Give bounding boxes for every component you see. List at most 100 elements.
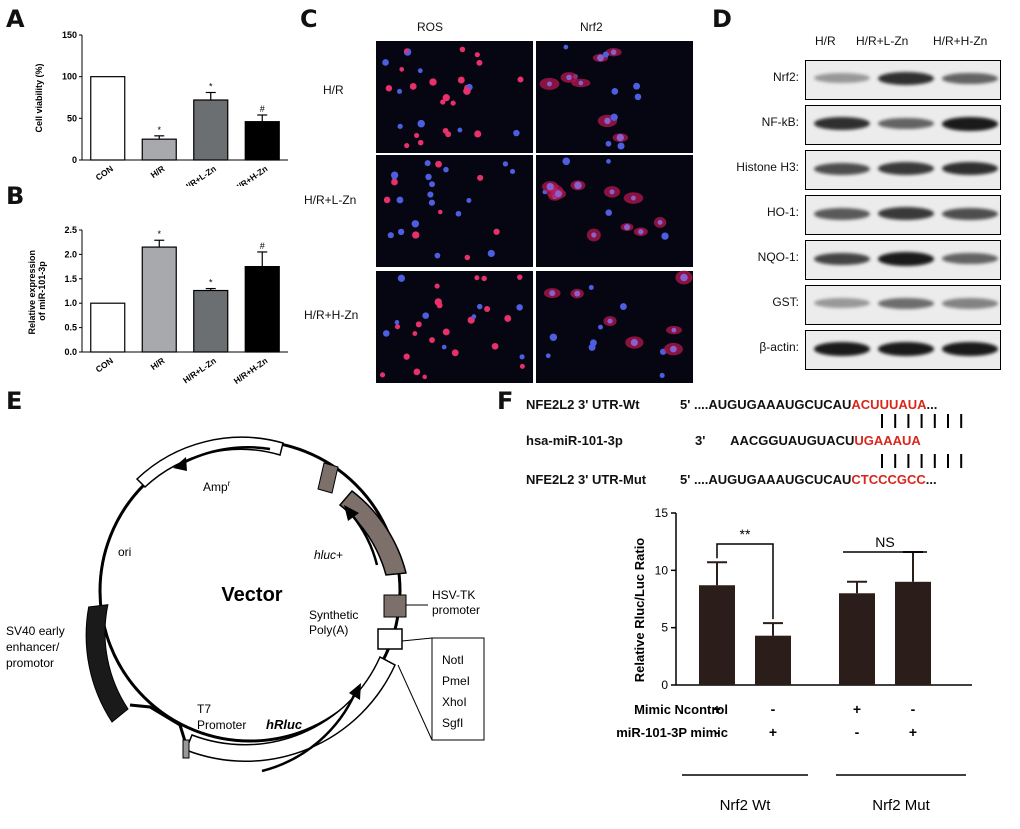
cell-nucleus: [422, 374, 427, 380]
cell-nucleus: [604, 117, 611, 125]
sv40-label-3: promotor: [6, 656, 54, 670]
cell-nucleus: [610, 49, 617, 55]
cell-nucleus: [450, 100, 456, 106]
panel-c-col-ros: ROS: [417, 20, 444, 34]
hrluc-segment: [185, 655, 396, 762]
cell-nucleus: [607, 318, 613, 324]
chart-b-ytick-label: 2.5: [64, 225, 77, 235]
blot-band: [878, 72, 934, 86]
cell-nucleus: [394, 324, 401, 330]
cell-nucleus: [429, 337, 435, 343]
cell-nucleus: [390, 171, 399, 179]
blot-col-hr-hzn: H/R+H-Zn: [933, 34, 988, 48]
chart-a-bar: [90, 76, 126, 161]
cell-nucleus: [630, 195, 636, 201]
cell-nucleus: [554, 190, 562, 198]
chart-b-category-label: H/R+H-Zn: [232, 355, 270, 386]
cell-nucleus: [459, 46, 466, 53]
cell-nucleus: [659, 372, 665, 378]
blot-band: [878, 117, 934, 130]
cell-nucleus: [611, 88, 619, 95]
cell-nucleus: [399, 67, 405, 72]
cell-nucleus: [417, 139, 424, 146]
blot-label: NF-kB:: [761, 115, 799, 129]
sv40-segment: [85, 604, 129, 723]
t7-promoter-label: Promoter: [197, 718, 246, 732]
chart-a-category-label: H/R: [149, 163, 167, 180]
chart-f-bar: [895, 581, 931, 685]
cell-nucleus: [425, 173, 432, 181]
blot-band: [878, 252, 934, 266]
synthetic-label: Synthetic: [309, 608, 358, 622]
panel-c-row-hr-hzn: H/R+H-Zn: [304, 308, 359, 322]
chart-b-ylabel: Relative expression of miR-101-3p: [27, 247, 47, 334]
blot-band: [942, 72, 998, 85]
cell-nucleus: [397, 228, 405, 236]
chart-b-category-label: H/R: [149, 355, 167, 372]
cell-nucleus: [428, 199, 436, 206]
cell-nucleus: [481, 275, 487, 282]
cell-nucleus: [411, 220, 420, 228]
cell-nucleus: [397, 123, 403, 129]
blot-col-hr-lzn: H/R+L-Zn: [856, 34, 909, 48]
cell-nucleus: [429, 181, 436, 188]
chart-f-bar: [839, 593, 875, 685]
cell-nucleus: [487, 249, 495, 258]
cell-nucleus: [574, 290, 581, 297]
cell-nucleus: [519, 363, 525, 369]
cell-nucleus: [504, 314, 512, 322]
cell-nucleus: [415, 321, 422, 328]
cell-nucleus: [442, 94, 450, 102]
micrograph-background: [536, 155, 693, 267]
t7-marker: [182, 739, 190, 759]
chart-a-category-label: H/R+H-Zn: [232, 163, 270, 186]
blot-strip: [805, 195, 1001, 235]
chart-f-sign: +: [853, 701, 861, 717]
cell-nucleus: [396, 196, 404, 204]
chart-f-sign: -: [715, 724, 720, 740]
blot-band: [878, 297, 934, 310]
chart-a-bar: [244, 121, 280, 161]
cell-nucleus: [404, 142, 410, 149]
chart-a-category-label: H/R+L-Zn: [181, 163, 218, 186]
chart-a-significance-mark: *: [209, 82, 213, 92]
chart-b-ylabel-line2: of miR-101-3p: [37, 261, 47, 321]
cell-nucleus: [417, 119, 425, 128]
cell-nucleus: [412, 231, 420, 239]
cell-nucleus: [606, 159, 611, 164]
blot-band: [878, 207, 934, 221]
cell-nucleus: [464, 254, 471, 261]
cell-nucleus: [590, 339, 597, 347]
blot-strip: [805, 60, 1001, 100]
seq-wt-row: 5' ....AUGUGAAAUGCUCAUACUUUAUA...: [680, 397, 938, 412]
mcs-box: [431, 637, 485, 741]
mcs-leader-bottom: [397, 664, 433, 741]
cell-nucleus: [591, 232, 597, 238]
cell-nucleus: [602, 51, 609, 58]
panel-letter-b: B: [6, 182, 25, 210]
chart-b-category-label: CON: [94, 355, 115, 374]
hsv-tk-label: HSV-TK: [432, 588, 475, 602]
blot-label: β-actin:: [759, 340, 799, 354]
hrluc-arrowhead-icon: [349, 683, 361, 700]
cell-nucleus: [671, 327, 677, 333]
blot-strip: [805, 105, 1001, 145]
cell-nucleus: [547, 81, 552, 87]
amp-label: Ampr: [203, 479, 231, 494]
seq-mir-row: 3' AACGGUAUGUACUUGAAAUA: [695, 433, 921, 448]
cell-nucleus: [403, 353, 410, 360]
row-label-mir-mimic: miR-101-3P mimic: [616, 725, 728, 740]
chart-f-sign: -: [771, 701, 776, 717]
cell-nucleus: [441, 344, 447, 350]
cell-nucleus: [440, 99, 446, 105]
chart-f-ytick-label: 5: [661, 621, 668, 635]
blot-band: [878, 342, 934, 356]
chart-f-comparison-label: NS: [875, 534, 894, 550]
hsv-tk-segment: [383, 594, 407, 618]
hluc-arrow: [351, 514, 379, 566]
chart-b-significance-mark: #: [260, 241, 265, 251]
cell-nucleus: [605, 209, 612, 216]
cell-nucleus: [519, 354, 525, 360]
cell-nucleus: [610, 113, 618, 121]
chart-f-sign: +: [769, 724, 777, 740]
